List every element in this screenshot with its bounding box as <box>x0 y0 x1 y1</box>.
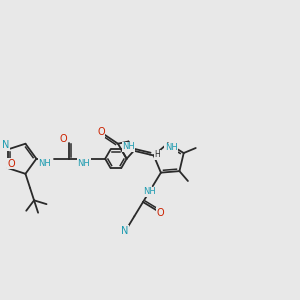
Text: O: O <box>7 159 15 169</box>
Text: O: O <box>98 128 105 137</box>
Text: NH: NH <box>143 188 156 196</box>
Text: O: O <box>60 134 67 144</box>
Text: NH: NH <box>165 143 178 152</box>
Text: NH: NH <box>38 159 51 168</box>
Text: N: N <box>2 140 9 150</box>
Text: NH: NH <box>122 142 135 152</box>
Text: N: N <box>121 226 129 236</box>
Text: H: H <box>155 150 161 159</box>
Text: O: O <box>157 208 164 218</box>
Text: NH: NH <box>77 159 90 168</box>
